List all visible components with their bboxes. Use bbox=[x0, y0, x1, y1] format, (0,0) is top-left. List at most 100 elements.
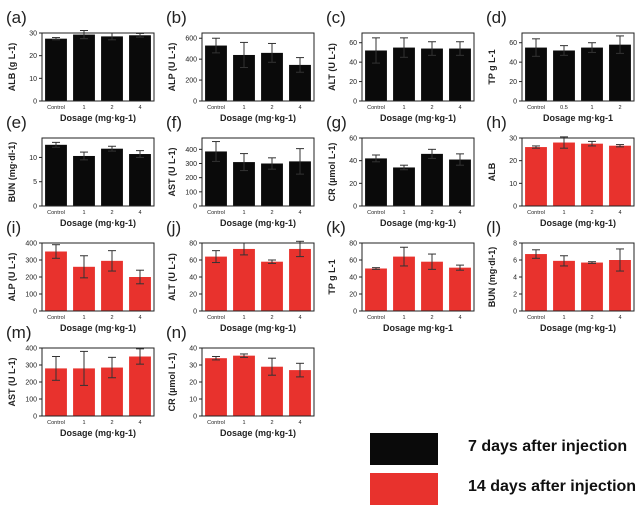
x-tick-label: 1 bbox=[82, 210, 85, 216]
bar bbox=[365, 268, 387, 311]
x-tick-label: 1 bbox=[82, 315, 85, 321]
panel-label: (b) bbox=[166, 8, 187, 27]
panel-label: (l) bbox=[486, 218, 501, 237]
x-axis-label: Dosage (mg·kg-1) bbox=[220, 218, 296, 228]
y-tick-label: 20 bbox=[349, 79, 357, 86]
y-tick-label: 20 bbox=[509, 158, 517, 165]
x-tick-label: 2 bbox=[270, 420, 273, 426]
y-tick-label: 0 bbox=[33, 204, 37, 211]
y-tick-label: 60 bbox=[349, 40, 357, 47]
y-tick-label: 30 bbox=[189, 363, 197, 370]
y-tick-label: 0 bbox=[33, 99, 37, 106]
plot-frame bbox=[361, 32, 475, 102]
x-tick-label: 4 bbox=[298, 210, 301, 216]
y-tick-label: 80 bbox=[349, 241, 357, 248]
x-axis-label: Dosage (mg·kg-1) bbox=[220, 428, 296, 438]
y-tick-label: 60 bbox=[349, 136, 357, 143]
x-tick-label: 1 bbox=[242, 210, 245, 216]
bar bbox=[553, 260, 575, 311]
bar bbox=[609, 145, 631, 206]
x-tick-label: 2 bbox=[270, 315, 273, 321]
bar bbox=[261, 163, 283, 206]
y-tick-label: 4 bbox=[513, 275, 517, 282]
y-tick-label: 60 bbox=[509, 40, 517, 47]
y-tick-label: 80 bbox=[189, 241, 197, 248]
panel-label: (c) bbox=[326, 8, 346, 27]
y-tick-label: 400 bbox=[185, 57, 197, 64]
y-tick-label: 0 bbox=[33, 309, 37, 316]
bar bbox=[525, 147, 547, 206]
y-tick-label: 400 bbox=[25, 241, 37, 248]
x-tick-label: 1 bbox=[402, 105, 405, 111]
x-tick-label: 2 bbox=[110, 315, 113, 321]
bar bbox=[525, 254, 547, 311]
y-tick-label: 20 bbox=[509, 79, 517, 86]
x-axis-label: Dosage (mg·kg-1) bbox=[60, 323, 136, 333]
bar bbox=[205, 45, 227, 101]
bar bbox=[261, 366, 283, 416]
panel-label: (a) bbox=[6, 8, 27, 27]
x-tick-label: 2 bbox=[590, 315, 593, 321]
x-tick-label: 2 bbox=[110, 210, 113, 216]
y-axis-label: BUN (mg·dl-1) bbox=[7, 142, 17, 203]
y-tick-label: 0 bbox=[193, 204, 197, 211]
bar bbox=[393, 47, 415, 101]
x-tick-label: 4 bbox=[618, 210, 621, 216]
y-tick-label: 10 bbox=[189, 397, 197, 404]
x-tick-label: 0.5 bbox=[560, 105, 568, 111]
plot-frame bbox=[521, 32, 635, 102]
panel-label: (h) bbox=[486, 113, 507, 132]
y-axis-label: ALT (U L-1) bbox=[327, 43, 337, 91]
bar bbox=[609, 260, 631, 311]
x-tick-label: 4 bbox=[138, 315, 141, 321]
bar bbox=[233, 162, 255, 206]
x-tick-label: 2 bbox=[110, 105, 113, 111]
x-tick-label: Control bbox=[367, 315, 385, 321]
y-tick-label: 60 bbox=[189, 258, 197, 265]
x-axis-label: Dosage (mg·kg-1) bbox=[380, 113, 456, 123]
x-axis-label: Dosage (mg·kg-1) bbox=[60, 428, 136, 438]
y-tick-label: 10 bbox=[29, 155, 37, 162]
y-tick-label: 400 bbox=[185, 147, 197, 154]
y-tick-label: 0 bbox=[33, 414, 37, 421]
panel-label: (d) bbox=[486, 8, 507, 27]
x-tick-label: 4 bbox=[618, 315, 621, 321]
x-axis-label: Dosage (mg·kg-1) bbox=[220, 323, 296, 333]
y-tick-label: 40 bbox=[189, 346, 197, 353]
y-tick-label: 100 bbox=[25, 397, 37, 404]
bar bbox=[365, 158, 387, 206]
panel-label: (n) bbox=[166, 323, 187, 342]
x-tick-label: 1 bbox=[242, 420, 245, 426]
x-axis-label: Dosage (mg·kg-1) bbox=[540, 218, 616, 228]
x-tick-label: Control bbox=[47, 105, 65, 111]
bar bbox=[553, 50, 575, 101]
bar bbox=[553, 142, 575, 206]
bar bbox=[261, 52, 283, 101]
x-axis-label: Dosage (mg·kg-1) bbox=[220, 113, 296, 123]
bar bbox=[129, 356, 151, 416]
y-tick-label: 100 bbox=[25, 292, 37, 299]
panel-label: (g) bbox=[326, 113, 347, 132]
legend-swatch-14-days bbox=[370, 473, 438, 505]
bar bbox=[449, 159, 471, 206]
y-tick-label: 20 bbox=[189, 380, 197, 387]
y-tick-label: 300 bbox=[25, 258, 37, 265]
bar bbox=[393, 167, 415, 206]
y-axis-label: AST (U L-1) bbox=[167, 148, 177, 197]
bar bbox=[289, 64, 311, 101]
x-tick-label: 1 bbox=[562, 210, 565, 216]
panel-label: (e) bbox=[6, 113, 27, 132]
bar bbox=[129, 154, 151, 206]
x-axis-label: Dosage (mg·kg-1) bbox=[540, 323, 616, 333]
x-tick-label: 4 bbox=[458, 315, 461, 321]
y-tick-label: 20 bbox=[349, 181, 357, 188]
plot-frame bbox=[201, 137, 315, 207]
y-tick-label: 100 bbox=[185, 189, 197, 196]
x-tick-label: Control bbox=[527, 210, 545, 216]
x-tick-label: 1 bbox=[590, 105, 593, 111]
